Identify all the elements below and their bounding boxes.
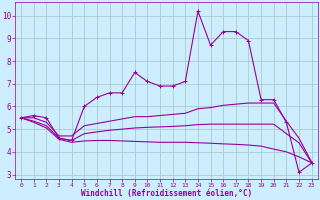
X-axis label: Windchill (Refroidissement éolien,°C): Windchill (Refroidissement éolien,°C) [81,189,252,198]
